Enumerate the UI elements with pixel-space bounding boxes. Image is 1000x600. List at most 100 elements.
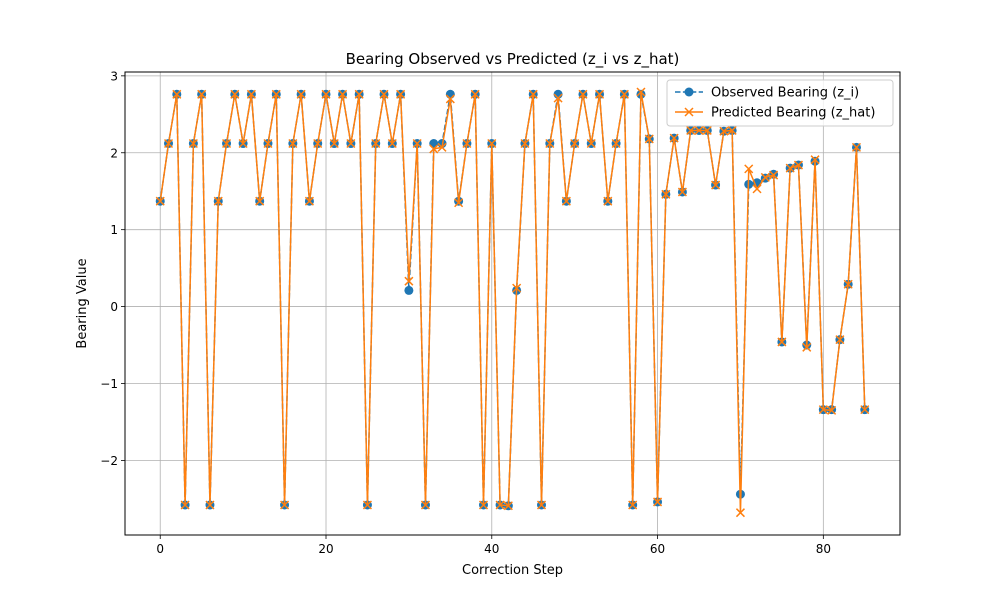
predicted-point [636, 87, 646, 97]
predicted-series-line [159, 91, 866, 513]
predicted-point [429, 144, 439, 154]
predicted-point [545, 138, 555, 149]
predicted-point [354, 89, 364, 99]
predicted-point [238, 138, 248, 149]
predicted-point [619, 89, 629, 99]
predicted-point [362, 500, 372, 510]
predicted-point [412, 138, 422, 149]
predicted-point [197, 89, 207, 99]
y-axis-label: Bearing Value [75, 258, 90, 348]
predicted-point [155, 196, 165, 206]
series-layer [155, 87, 870, 518]
predicted-point [611, 138, 621, 149]
predicted-point [818, 405, 828, 415]
predicted-point [711, 180, 721, 190]
predicted-point [669, 133, 679, 143]
predicted-point [536, 500, 547, 510]
predicted-point [586, 138, 596, 149]
y-tick-label: 0 [110, 300, 118, 314]
predicted-point [735, 508, 745, 518]
predicted-point [644, 134, 654, 144]
predicted-point [719, 126, 729, 136]
predicted-point [163, 138, 174, 149]
predicted-point [445, 94, 455, 104]
predicted-point [188, 138, 198, 149]
x-axis-label: Correction Step [462, 563, 563, 578]
predicted-point [478, 500, 489, 510]
observed-point [404, 285, 414, 295]
predicted-point [777, 337, 787, 347]
predicted-point [338, 89, 348, 99]
y-tick-label: 2 [110, 146, 118, 160]
x-tick-label: 40 [484, 542, 499, 556]
predicted-point [222, 138, 232, 149]
predicted-point [702, 125, 712, 135]
predicted-point [595, 89, 605, 99]
predicted-point [404, 276, 414, 286]
observed-point [445, 89, 455, 99]
y-tick-label: −2 [100, 454, 118, 468]
predicted-point [802, 342, 812, 352]
predicted-point [304, 196, 314, 206]
predicted-point [752, 184, 762, 194]
predicted-point [503, 501, 513, 511]
predicted-point [520, 138, 530, 149]
axis-ticks: 0 20 40 60 80 −2 −1 0 1 2 3 [100, 69, 831, 556]
legend-observed-marker [684, 87, 694, 97]
predicted-point [246, 89, 256, 99]
predicted-point [313, 138, 323, 149]
predicted-point [769, 170, 779, 180]
predicted-point [280, 500, 290, 510]
predicted-point [205, 500, 215, 510]
predicted-point [487, 138, 497, 149]
predicted-point [321, 89, 331, 99]
predicted-point [495, 500, 505, 510]
predicted-point [851, 142, 862, 152]
predicted-point [180, 500, 190, 510]
predicted-point [288, 138, 298, 149]
predicted-point [512, 283, 522, 293]
predicted-point [727, 125, 737, 135]
legend-observed-label: Observed Bearing (z_i) [711, 86, 859, 101]
predicted-point [744, 164, 754, 174]
predicted-point [677, 187, 687, 197]
predicted-point [694, 125, 704, 135]
predicted-point [329, 138, 339, 149]
predicted-point [827, 405, 837, 415]
y-tick-label: 1 [110, 223, 118, 237]
predicted-point [578, 89, 588, 99]
series-predicted-bearing [155, 87, 870, 518]
predicted-point [346, 138, 356, 149]
predicted-point [470, 89, 480, 99]
predicted-point [296, 89, 306, 99]
chart-title: Bearing Observed vs Predicted (z_i vs z_… [346, 50, 680, 69]
predicted-point [387, 138, 397, 149]
predicted-point [379, 89, 389, 99]
legend-predicted-marker [684, 107, 694, 117]
predicted-point [661, 189, 671, 199]
predicted-point [760, 172, 770, 182]
predicted-point [371, 138, 381, 149]
predicted-point [528, 89, 538, 99]
x-tick-label: 0 [156, 542, 164, 556]
predicted-point [255, 196, 265, 206]
x-tick-label: 20 [318, 542, 333, 556]
predicted-point [420, 500, 430, 510]
x-tick-label: 60 [650, 542, 665, 556]
predicted-point [793, 160, 803, 170]
y-tick-label: −1 [100, 377, 118, 391]
predicted-point [396, 89, 406, 99]
predicted-point [570, 138, 580, 149]
predicted-point [437, 142, 447, 152]
predicted-point [686, 125, 696, 135]
predicted-point [462, 138, 472, 149]
predicted-point [810, 155, 820, 165]
predicted-point [553, 93, 563, 103]
predicted-point [271, 89, 281, 99]
predicted-point [263, 138, 273, 149]
predicted-point [454, 198, 464, 208]
predicted-point [785, 163, 795, 173]
x-tick-label: 80 [816, 542, 831, 556]
